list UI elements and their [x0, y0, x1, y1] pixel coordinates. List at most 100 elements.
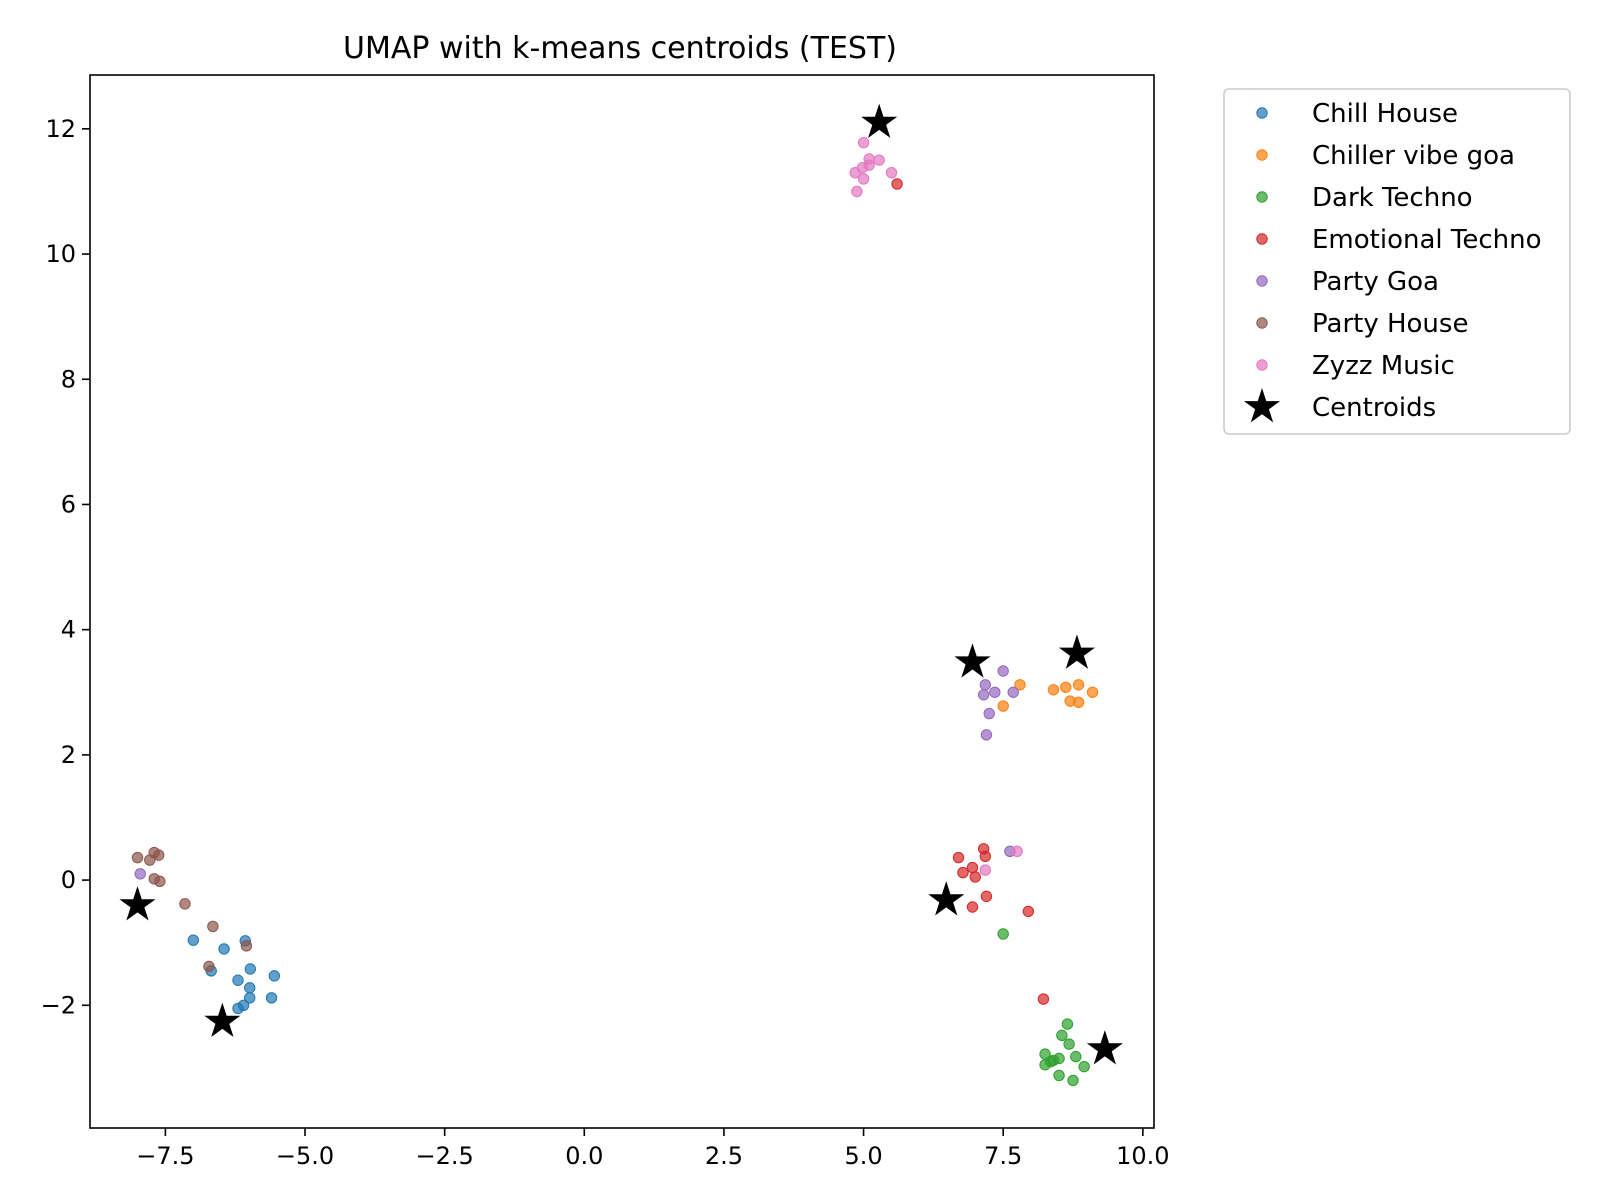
y-tick-label: 2 — [61, 741, 76, 769]
data-point — [957, 866, 969, 879]
data-point — [851, 185, 863, 198]
centroid-star-marker — [1058, 634, 1095, 669]
data-point — [203, 960, 215, 973]
data-point — [873, 154, 885, 166]
centroid-star-marker — [1086, 1030, 1123, 1065]
centroid-star-marker — [204, 1002, 241, 1037]
x-tick-label: −7.5 — [136, 1142, 194, 1170]
data-point — [179, 898, 191, 910]
data-point — [1072, 679, 1085, 691]
y-tick-label: 10 — [45, 240, 76, 268]
data-point — [240, 940, 253, 952]
y-tick-label: 4 — [61, 616, 76, 644]
data-point — [1007, 686, 1019, 698]
x-tick-label: −5.0 — [276, 1142, 334, 1170]
data-point — [244, 992, 256, 1004]
legend-label: Emotional Techno — [1312, 225, 1542, 255]
x-tick-label: −2.5 — [416, 1142, 474, 1170]
legend-centroid-marker — [1243, 388, 1281, 423]
data-point — [969, 871, 981, 883]
data-point — [152, 849, 165, 861]
data-point — [1067, 1074, 1079, 1087]
data-point — [1070, 1050, 1082, 1063]
x-tick-label: 2.5 — [705, 1142, 743, 1170]
data-point — [1014, 679, 1026, 691]
legend-label: Party House — [1312, 309, 1468, 339]
plot-frame — [89, 74, 1155, 1129]
x-tick-label: 0.0 — [565, 1142, 603, 1170]
data-point — [244, 963, 256, 975]
data-point — [268, 970, 281, 982]
x-tick-label: 10.0 — [1116, 1142, 1169, 1170]
legend-label: Party Goa — [1312, 267, 1439, 297]
y-axis: −2 0 2 4 6 8 10 12 — [41, 115, 90, 1019]
data-point — [218, 943, 230, 955]
legend-label: Centroids — [1312, 393, 1436, 423]
x-tick-label: 5.0 — [844, 1142, 882, 1170]
legend-label: Chill House — [1312, 99, 1458, 129]
legend-marker — [1256, 233, 1268, 245]
y-tick-label: 6 — [61, 490, 76, 518]
centroid-star-marker — [954, 643, 991, 678]
data-point — [1053, 1069, 1065, 1082]
data-point — [154, 875, 166, 888]
data-point — [857, 173, 870, 185]
data-point — [863, 159, 875, 171]
data-point — [1063, 1038, 1075, 1050]
data-point — [979, 864, 992, 876]
data-point — [265, 992, 278, 1004]
data-point — [979, 850, 992, 862]
legend-label: Dark Techno — [1312, 183, 1473, 213]
data-point — [997, 700, 1009, 712]
data-point — [207, 920, 219, 933]
data-point — [134, 868, 146, 880]
legend-marker — [1256, 191, 1268, 203]
data-point — [979, 679, 992, 691]
data-point — [857, 136, 870, 149]
data-point — [232, 1002, 244, 1015]
data-point — [1022, 905, 1035, 918]
centroid-star-marker — [119, 886, 156, 921]
data-point — [232, 974, 244, 986]
legend-marker — [1256, 275, 1268, 287]
chart-title: UMAP with k-means centroids (TEST) — [343, 31, 897, 66]
y-tick-label: 8 — [61, 365, 76, 393]
legend-marker — [1256, 107, 1268, 119]
legend-label: Zyzz Music — [1312, 351, 1455, 381]
data-point — [885, 166, 898, 179]
data-point — [1039, 1059, 1051, 1071]
x-tick-label: 7.5 — [984, 1142, 1022, 1170]
data-point — [1047, 684, 1060, 696]
data-point — [997, 928, 1009, 940]
data-point — [849, 166, 861, 179]
data-point — [997, 665, 1009, 677]
data-point — [989, 686, 1001, 698]
data-point — [144, 854, 156, 866]
x-axis: −7.5 −5.0 −2.5 0.0 2.5 5.0 7.5 10.0 — [136, 1128, 1170, 1170]
data-point — [952, 851, 965, 864]
points-layer — [131, 136, 1099, 1087]
data-point — [1078, 1060, 1090, 1073]
legend: Chill House Chiller vibe goa Dark Techno Em… — [1223, 88, 1571, 435]
data-point — [980, 729, 993, 741]
data-point — [187, 934, 200, 946]
legend-marker — [1256, 317, 1268, 329]
legend-label: Chiller vibe goa — [1312, 141, 1515, 171]
legend-box — [1223, 88, 1571, 435]
data-point — [1086, 686, 1099, 698]
data-point — [131, 851, 144, 864]
data-point — [966, 861, 979, 874]
y-tick-label: 0 — [61, 866, 76, 894]
data-point — [1061, 1018, 1074, 1030]
data-point — [983, 707, 995, 720]
data-point — [891, 178, 903, 190]
legend-marker — [1256, 359, 1268, 371]
data-point — [1060, 681, 1072, 693]
centroid-layer — [119, 103, 1123, 1065]
legend-marker — [1256, 149, 1268, 161]
centroid-star-marker — [861, 103, 898, 138]
data-point — [1037, 993, 1050, 1005]
data-point — [1011, 845, 1023, 857]
data-point — [966, 901, 979, 913]
